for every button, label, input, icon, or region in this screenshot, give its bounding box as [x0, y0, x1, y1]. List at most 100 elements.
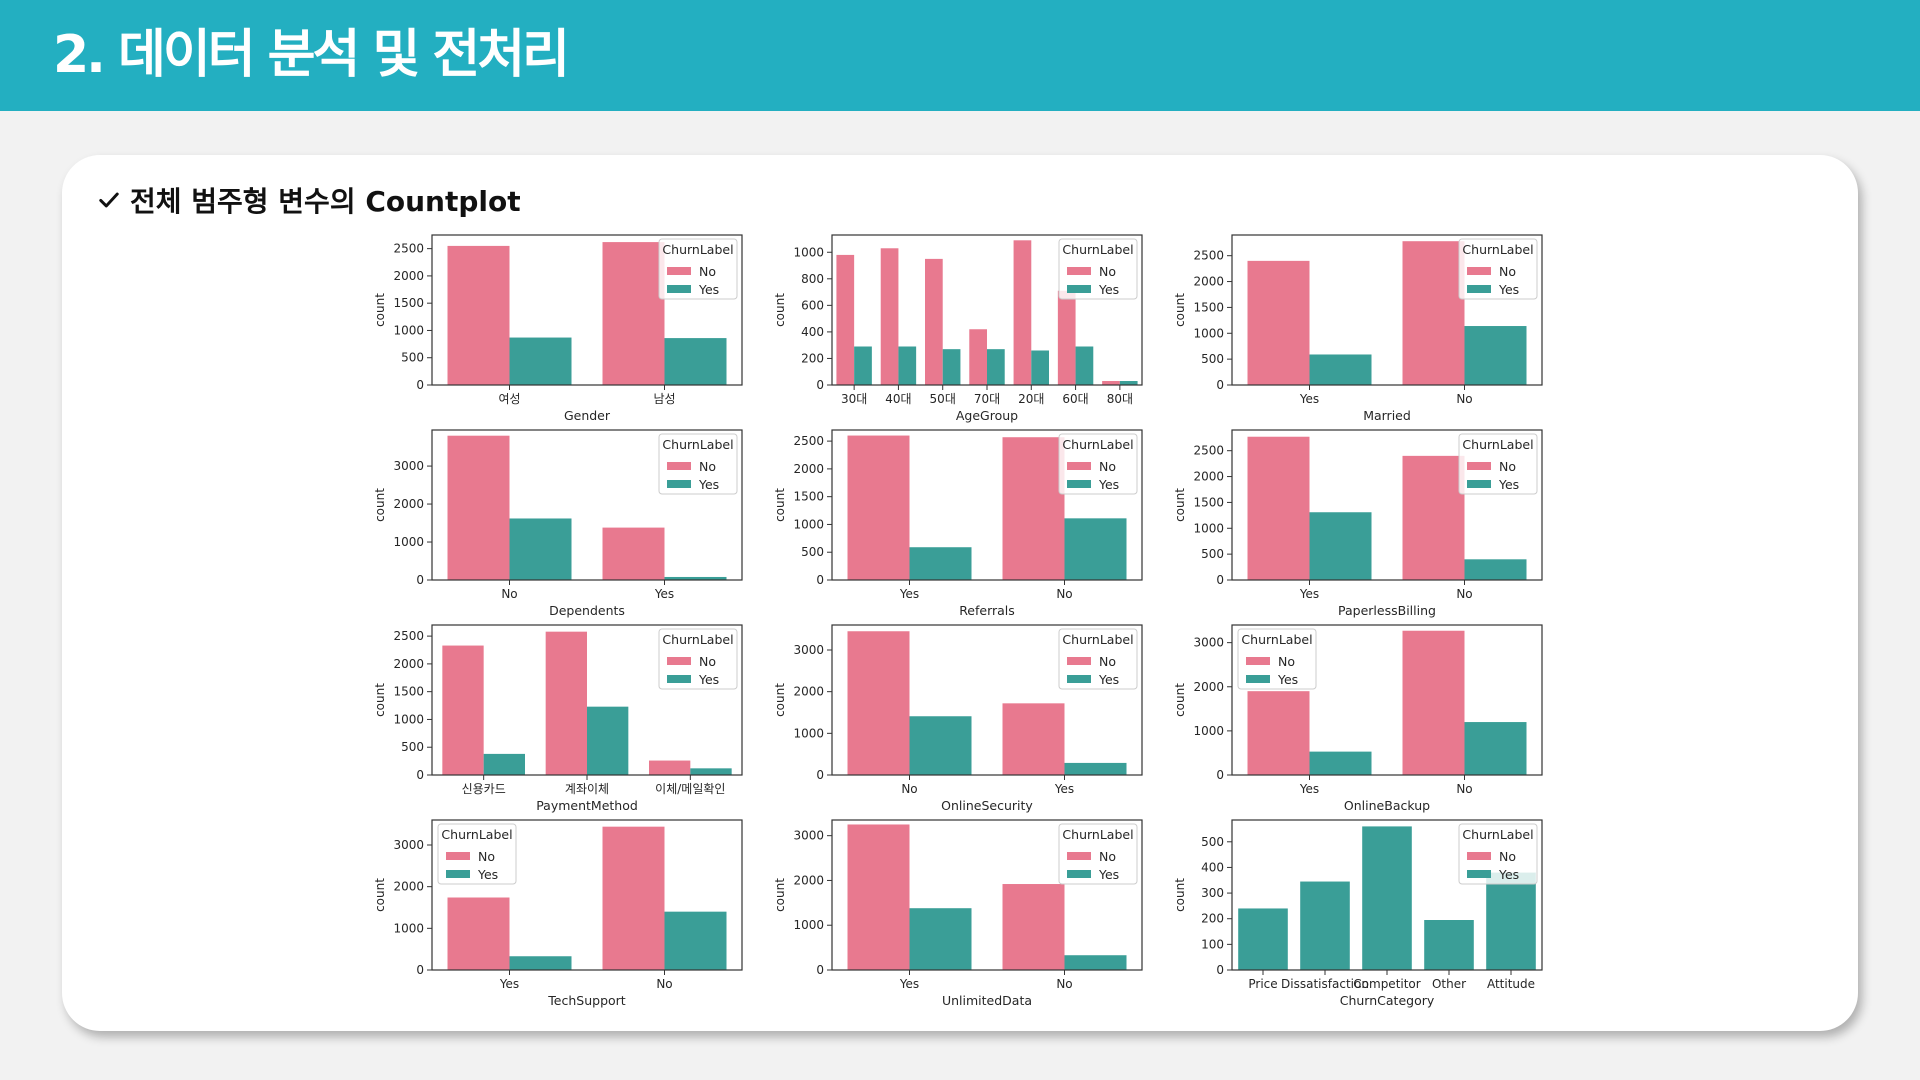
y-tick-label: 2000: [393, 269, 424, 283]
bar-yes-1: [1300, 881, 1350, 970]
y-tick-label: 600: [801, 298, 824, 312]
y-axis-label: count: [1173, 683, 1187, 717]
y-tick-label: 1000: [1193, 724, 1224, 738]
y-axis-label: count: [773, 293, 787, 327]
y-tick-label: 1000: [1193, 521, 1224, 535]
legend-swatch-yes: [1467, 480, 1491, 488]
y-tick-label: 300: [1201, 886, 1224, 900]
bar-no-0: [1247, 436, 1310, 580]
checkmark-icon: [99, 192, 119, 208]
y-tick-label: 200: [801, 351, 824, 365]
bar-yes-4: [1486, 872, 1536, 970]
x-axis-label: PaperlessBilling: [1338, 603, 1436, 618]
section-heading: 전체 범주형 변수의 Countplot: [98, 180, 521, 220]
y-tick-label: 1000: [793, 726, 824, 740]
y-axis-label: count: [1173, 488, 1187, 522]
y-tick-label: 3000: [793, 643, 824, 657]
legend-entry-yes: Yes: [1098, 477, 1119, 492]
legend: ChurnLabel No Yes: [1058, 238, 1138, 300]
bar-yes-1: [664, 911, 727, 970]
countplot-grid: 0 500 1000 1500 2000 2500 여성 남성 Gender count Churn…: [360, 225, 1560, 1015]
x-tick-label: No: [501, 587, 517, 601]
legend: ChurnLabel No Yes: [1058, 433, 1138, 495]
x-axis-label: TechSupport: [547, 993, 626, 1008]
x-tick-label: Yes: [1299, 782, 1319, 796]
y-tick-label: 0: [416, 963, 424, 977]
y-tick-label: 200: [1201, 912, 1224, 926]
y-axis-label: count: [373, 488, 387, 522]
y-tick-label: 2500: [1193, 249, 1224, 263]
y-tick-label: 0: [816, 378, 824, 392]
bar-yes-3: [1424, 920, 1474, 970]
y-tick-label: 1000: [793, 245, 824, 259]
plot-frame: [431, 819, 743, 971]
x-axis-label: UnlimitedData: [942, 993, 1032, 1008]
y-tick-label: 0: [816, 573, 824, 587]
bar-yes-1: [664, 338, 727, 385]
y-tick-label: 0: [416, 378, 424, 392]
legend-box: [1058, 433, 1138, 495]
y-tick-label: 500: [401, 351, 424, 365]
y-tick-label: 2000: [793, 873, 824, 887]
bar-no-0: [447, 897, 510, 970]
y-tick-label: 400: [1201, 860, 1224, 874]
legend-swatch-no: [667, 267, 691, 275]
x-tick-label: No: [1056, 977, 1072, 991]
bar-no-0: [836, 254, 855, 385]
x-tick-label: 계좌이체: [565, 782, 609, 796]
legend-swatch-no: [1067, 462, 1091, 470]
legend-entry-yes: Yes: [1498, 867, 1519, 882]
legend-entry-yes: Yes: [698, 672, 719, 687]
y-axis-label: count: [773, 683, 787, 717]
bar-yes-1: [1464, 326, 1527, 385]
bar-no-1: [602, 242, 665, 385]
bar-yes-0: [509, 956, 572, 970]
bar-yes-4: [1031, 350, 1049, 385]
page-title: 2. 데이터 분석 및 전처리: [53, 25, 570, 85]
legend-swatch-yes: [1246, 675, 1270, 683]
y-tick-label: 1000: [393, 712, 424, 726]
legend-entry-no: No: [699, 459, 716, 474]
x-axis-label: ChurnCategory: [1340, 993, 1435, 1008]
x-tick-label: 20대: [1018, 392, 1044, 406]
legend-entry-no: No: [1499, 264, 1516, 279]
plot-frame: [831, 624, 1143, 776]
y-tick-label: 3000: [393, 459, 424, 473]
bar-no-2: [649, 760, 691, 775]
countplot-onlinebackup: 0 1000 2000 3000 Yes No OnlineBackup count Churn…: [1173, 624, 1543, 813]
y-tick-label: 1500: [393, 296, 424, 310]
legend-swatch-no: [1067, 657, 1091, 665]
plot-frame: [1231, 234, 1543, 386]
countplot-paperlessbilling: 0 500 1000 1500 2000 2500 Yes No PaperlessBillin…: [1173, 429, 1543, 618]
legend-title: ChurnLabel: [1241, 632, 1312, 647]
y-tick-label: 2000: [1193, 680, 1224, 694]
y-tick-label: 500: [401, 740, 424, 754]
x-axis-label: Dependents: [549, 603, 625, 618]
bar-yes-0: [509, 518, 572, 580]
bar-yes-0: [509, 337, 572, 385]
plot-frame: [431, 429, 743, 581]
y-tick-label: 2000: [393, 880, 424, 894]
legend-swatch-no: [446, 852, 470, 860]
countplot-unlimiteddata: 0 1000 2000 3000 Yes No UnlimitedData count Chur…: [773, 819, 1143, 1008]
x-tick-label: Yes: [1054, 782, 1074, 796]
y-axis-label: count: [1173, 878, 1187, 912]
y-tick-label: 1000: [793, 517, 824, 531]
y-tick-label: 1000: [393, 323, 424, 337]
y-tick-label: 1500: [1193, 495, 1224, 509]
legend-entry-yes: Yes: [1498, 282, 1519, 297]
x-tick-label: Dissatisfaction: [1281, 977, 1369, 991]
y-tick-label: 0: [1216, 768, 1224, 782]
countplot-gender: 0 500 1000 1500 2000 2500 여성 남성 Gender count Churn…: [373, 234, 743, 423]
legend-title: ChurnLabel: [1062, 632, 1133, 647]
legend-entry-no: No: [1278, 654, 1295, 669]
x-tick-label: 80대: [1107, 392, 1133, 406]
legend: ChurnLabel No Yes: [1237, 628, 1317, 690]
legend-entry-yes: Yes: [1498, 477, 1519, 492]
x-tick-label: No: [656, 977, 672, 991]
x-tick-label: Yes: [1299, 392, 1319, 406]
x-tick-label: Yes: [899, 587, 919, 601]
legend-swatch-yes: [667, 675, 691, 683]
y-tick-label: 800: [801, 272, 824, 286]
